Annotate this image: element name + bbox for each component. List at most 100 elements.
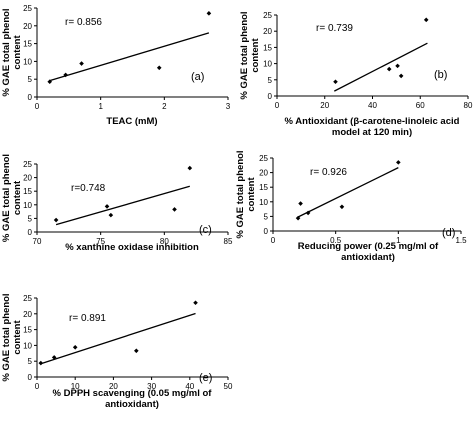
y-tick-label: 5 (28, 75, 33, 84)
y-axis-label: content (12, 35, 23, 70)
x-axis-label: % xanthine oxidase inhibition (65, 242, 199, 253)
data-point (187, 165, 193, 171)
x-tick-label: 0 (275, 101, 280, 110)
y-tick-label: 15 (23, 187, 32, 196)
panel-label: (c) (199, 224, 212, 236)
y-tick-label: 5 (268, 76, 273, 85)
data-point (206, 11, 212, 16)
y-tick-label: 20 (23, 310, 32, 319)
y-tick-label: 10 (263, 60, 272, 69)
chart-panel-5: 0 5 10 15 20 25 0 10 20 30 40 50 r= 0.891 (e) % DPPH s… (1, 293, 233, 410)
y-tick-label: 0 (28, 373, 33, 382)
data-point (72, 344, 78, 350)
y-tick-label: 25 (263, 11, 272, 20)
y-tick-label: 25 (23, 160, 32, 169)
y-axis-label: content (250, 38, 261, 73)
y-axis-label: % GAE total phenol (235, 150, 246, 238)
data-point (295, 215, 301, 221)
x-tick-label: 0 (35, 382, 40, 391)
chart-panel-3: 0 5 10 15 20 25 70 75 80 85 r=0.748 (c)% xanthine o… (1, 154, 233, 253)
data-point (193, 300, 198, 306)
y-tick-label: 5 (28, 357, 33, 366)
data-point (423, 17, 429, 23)
trend-line (49, 32, 210, 82)
y-axis-label: content (12, 180, 23, 215)
x-tick-label: 30 (147, 382, 156, 391)
x-axis-label: % Antioxidant (β-carotene-linoleic acid (285, 116, 460, 127)
data-point (53, 217, 59, 223)
x-tick-label: 1 (396, 236, 401, 245)
y-tick-label: 0 (268, 92, 273, 101)
x-tick-label: 10 (71, 382, 80, 391)
data-point (172, 207, 177, 212)
y-tick-label: 15 (23, 40, 32, 49)
panel-label: (d) (442, 227, 455, 239)
x-axis-label: % DPPH scavenging (0.05 mg/ml of (53, 388, 213, 399)
x-tick-label: 1 (98, 102, 103, 111)
y-axis-label: % GAE total phenol (239, 11, 250, 99)
chart-panel-2: 0 5 10 15 20 25 0 20 40 60 80 r= 0.739 (b) % Antioxid… (239, 11, 473, 138)
data-point (396, 160, 401, 165)
trend-line (40, 312, 196, 365)
x-axis-label: antioxidant) (105, 399, 159, 410)
y-tick-label: 0 (28, 93, 33, 102)
x-tick-label: 2 (162, 102, 167, 111)
data-point (63, 72, 68, 78)
x-tick-label: 70 (33, 237, 42, 246)
correlation-annotation: r= 0.739 (316, 23, 353, 34)
y-tick-label: 25 (23, 4, 32, 13)
data-point (298, 201, 303, 206)
data-point (104, 204, 110, 209)
y-tick-label: 10 (23, 57, 32, 66)
y-tick-label: 15 (23, 326, 32, 335)
y-tick-label: 20 (23, 22, 32, 31)
data-point (79, 61, 84, 66)
y-tick-label: 15 (263, 43, 272, 52)
x-axis-label: Reducing power (0.25 mg/ml of (298, 241, 439, 252)
x-tick-label: 80 (464, 101, 473, 110)
y-tick-label: 0 (28, 228, 33, 237)
y-tick-label: 25 (259, 154, 268, 163)
data-point (395, 63, 400, 69)
x-tick-label: 0 (271, 236, 276, 245)
x-tick-label: 40 (368, 101, 377, 110)
data-point (134, 348, 139, 354)
x-tick-label: 20 (320, 101, 329, 110)
x-tick-label: 20 (109, 382, 118, 391)
y-tick-label: 20 (259, 169, 268, 178)
y-axis-label: content (246, 177, 257, 212)
chart-panel-1: 0 5 10 15 20 25 0 1 2 3 r= 0.856 (a) TEAC (mM) % GAE … (1, 4, 231, 127)
data-point (333, 79, 338, 85)
y-axis-label: % GAE total phenol (1, 154, 12, 242)
trend-line (334, 42, 428, 92)
data-point (398, 73, 404, 79)
correlation-annotation: r= 0.856 (65, 17, 102, 28)
y-tick-label: 15 (259, 183, 268, 192)
data-point (38, 360, 44, 366)
y-tick-label: 25 (23, 294, 32, 303)
x-axis-label: model at 120 min) (332, 127, 412, 138)
y-tick-label: 20 (23, 174, 32, 183)
y-tick-label: 10 (23, 201, 32, 210)
y-tick-label: 5 (264, 212, 269, 221)
panel-label: (e) (199, 372, 212, 384)
trend-line (297, 167, 399, 218)
x-tick-label: 60 (416, 101, 425, 110)
x-axis-label: TEAC (mM) (106, 116, 157, 127)
x-tick-label: 3 (226, 102, 231, 111)
correlation-annotation: r= 0.926 (310, 167, 347, 178)
correlation-annotation: r= 0.891 (69, 313, 106, 324)
data-point (51, 355, 57, 360)
y-tick-label: 20 (263, 27, 272, 36)
y-tick-label: 5 (28, 214, 33, 223)
data-point (156, 65, 162, 71)
y-tick-label: 10 (23, 341, 32, 350)
chart-panel-4: 0 5 10 15 20 25 0 0.5 1 1.5 r= 0.926 (d)Reducing po… (235, 150, 467, 263)
data-point (305, 210, 311, 216)
y-axis-label: % GAE total phenol (1, 8, 12, 96)
trend-line (55, 185, 190, 226)
x-tick-label: 85 (224, 237, 233, 246)
x-tick-label: 0 (35, 102, 40, 111)
y-tick-label: 0 (264, 227, 269, 236)
